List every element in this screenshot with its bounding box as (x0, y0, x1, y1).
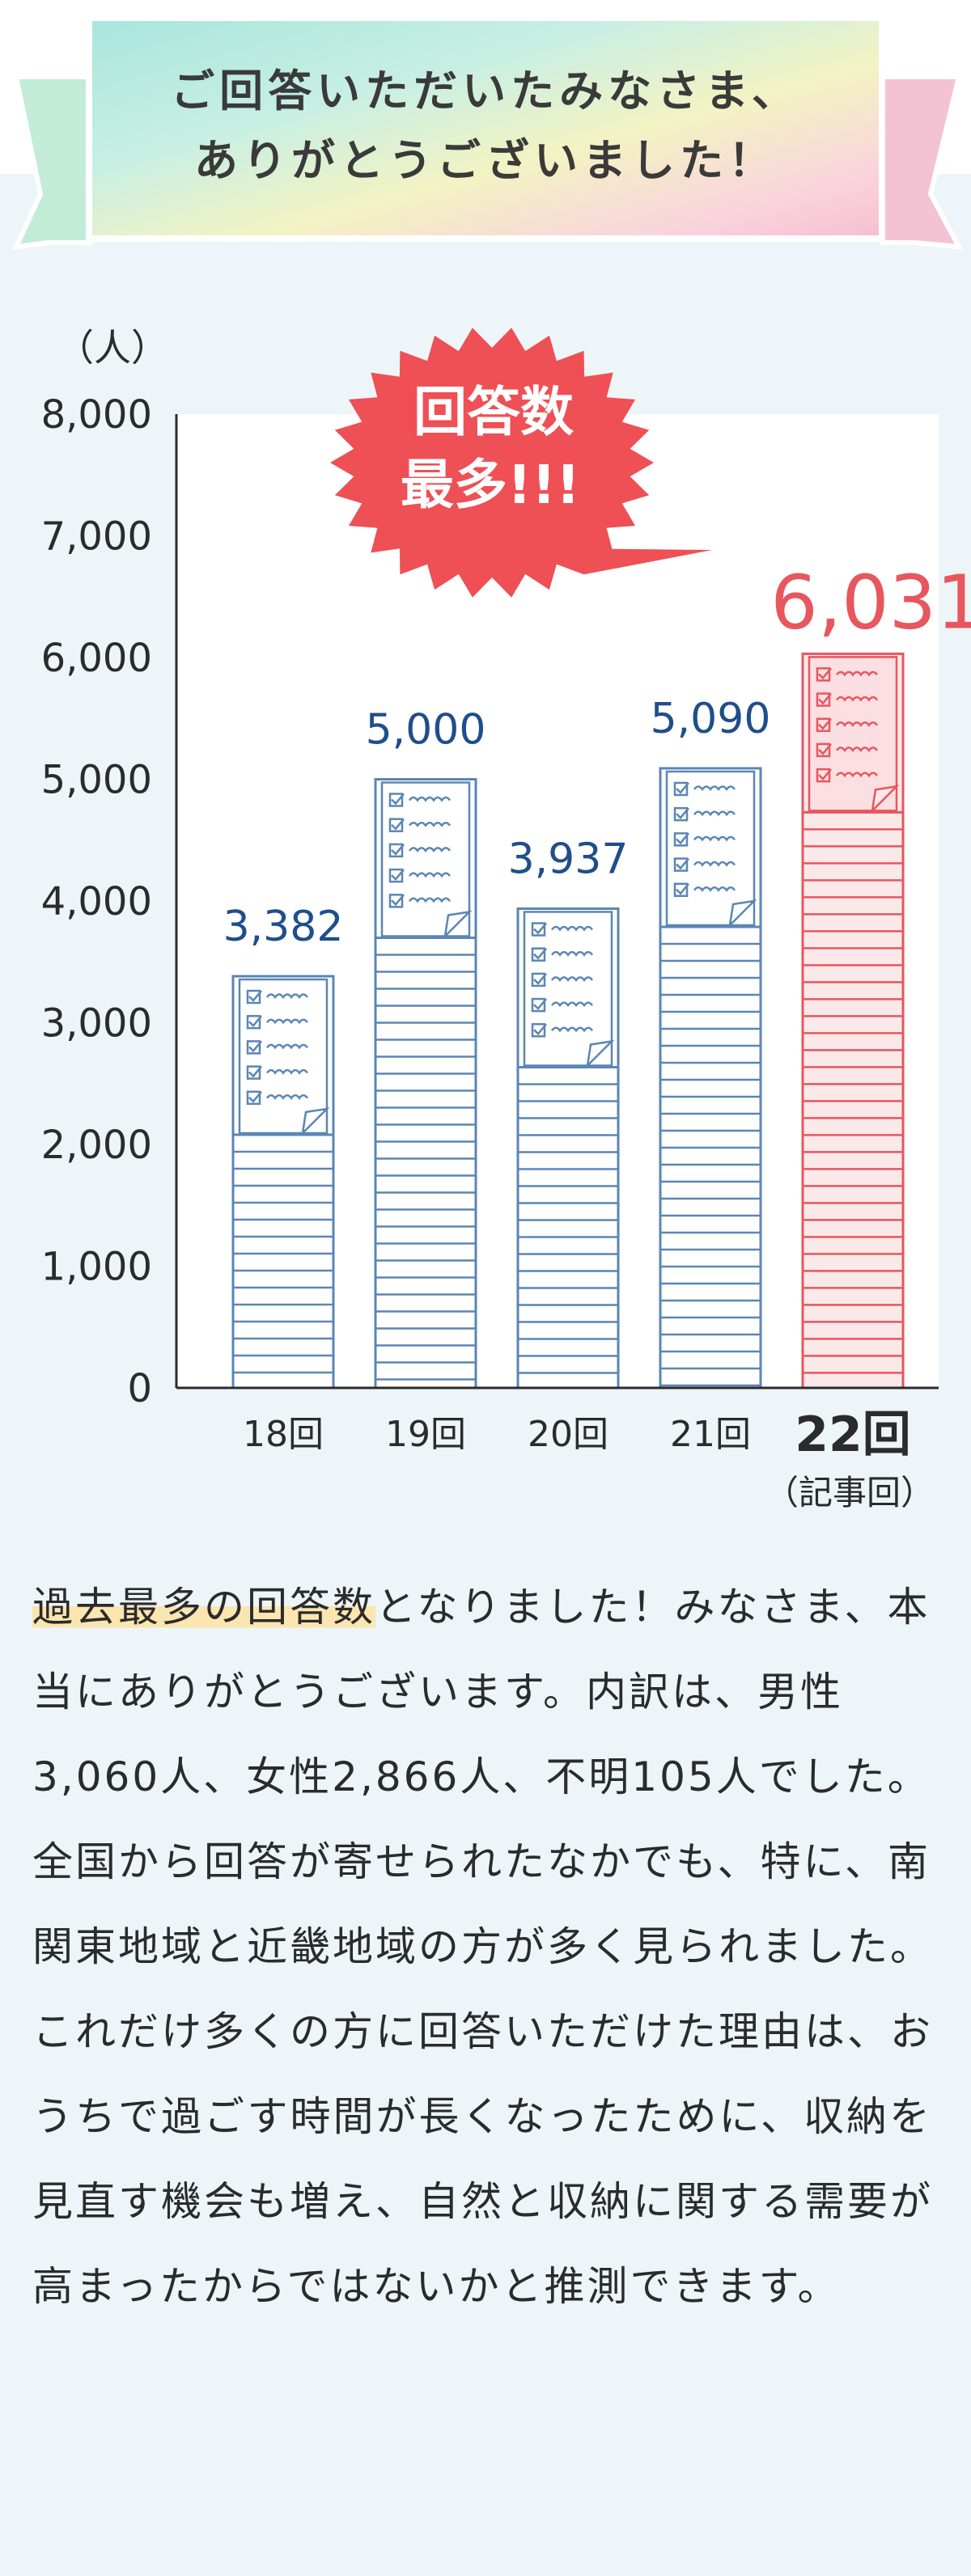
y-tick-label: 8,000 (41, 392, 152, 438)
x-tick-label: 22回 (795, 1406, 911, 1463)
banner-line-2: ありがとうございました！ (194, 135, 777, 186)
y-tick-label: 5,000 (41, 758, 152, 803)
y-tick-label: 4,000 (41, 879, 152, 924)
bar-value-labels: 3,382 5,000 3,937 5,090 6,031 (223, 559, 971, 951)
y-tick-label: 2,000 (41, 1123, 152, 1168)
thank-you-banner (12, 15, 964, 250)
highlight-phrase: 過去最多の回答数 (32, 1584, 375, 1631)
badge-line-2: 最多!!! (401, 454, 580, 516)
bar (801, 652, 905, 1390)
x-tick-label: 20回 (528, 1414, 608, 1455)
ribbon-body (86, 15, 885, 242)
body-text: となりました！みなさま、本当にありがとうございます。内訳は、男性3,060人、女… (32, 1584, 933, 2310)
x-tick-label: 18回 (243, 1414, 324, 1455)
x-tick-label: 21回 (670, 1414, 751, 1455)
y-tick-label: 0 (127, 1366, 152, 1411)
x-axis-labels: 18回 19回 20回 21回 22回 (243, 1406, 911, 1463)
record-badge: 回答数 最多!!! (330, 328, 712, 598)
x-category-note: （記事回） (765, 1473, 935, 1512)
y-axis-ticks: 0 1,000 2,000 3,000 4,000 5,000 6,000 7,000 8,00… (41, 392, 152, 1411)
badge-starburst (330, 328, 712, 598)
badge-line-1: 回答数 (413, 381, 574, 443)
response-count-chart: （人） 0 1,000 2,000 3,000 4,000 5,000 6,000 7,000… (41, 326, 971, 1512)
bar-value-label: 5,090 (651, 695, 771, 743)
bar (516, 907, 620, 1390)
y-tick-label: 7,000 (41, 514, 152, 560)
banner-title: ご回答いただいたみなさま、 ありがとうございました！ (0, 57, 971, 196)
x-tick-label: 19回 (385, 1414, 466, 1455)
body-paragraph: 過去最多の回答数となりました！みなさま、本当にありがとうございます。内訳は、男性… (32, 1565, 947, 2329)
banner-line-1: ご回答いただいたみなさま、 (171, 66, 800, 116)
y-tick-label: 6,000 (41, 636, 152, 681)
y-tick-label: 3,000 (41, 1001, 152, 1047)
bar (374, 778, 477, 1390)
bar-value-label: 6,031 (770, 559, 971, 645)
bar-value-label: 5,000 (366, 706, 486, 755)
bar (231, 975, 335, 1390)
y-tick-label: 1,000 (41, 1245, 152, 1290)
bar (659, 767, 762, 1390)
bars (231, 652, 905, 1390)
ribbon-right-tail (880, 74, 964, 250)
bar-value-label: 3,937 (508, 835, 629, 883)
y-unit-label: （人） (57, 326, 168, 370)
bar-value-label: 3,382 (223, 903, 344, 951)
